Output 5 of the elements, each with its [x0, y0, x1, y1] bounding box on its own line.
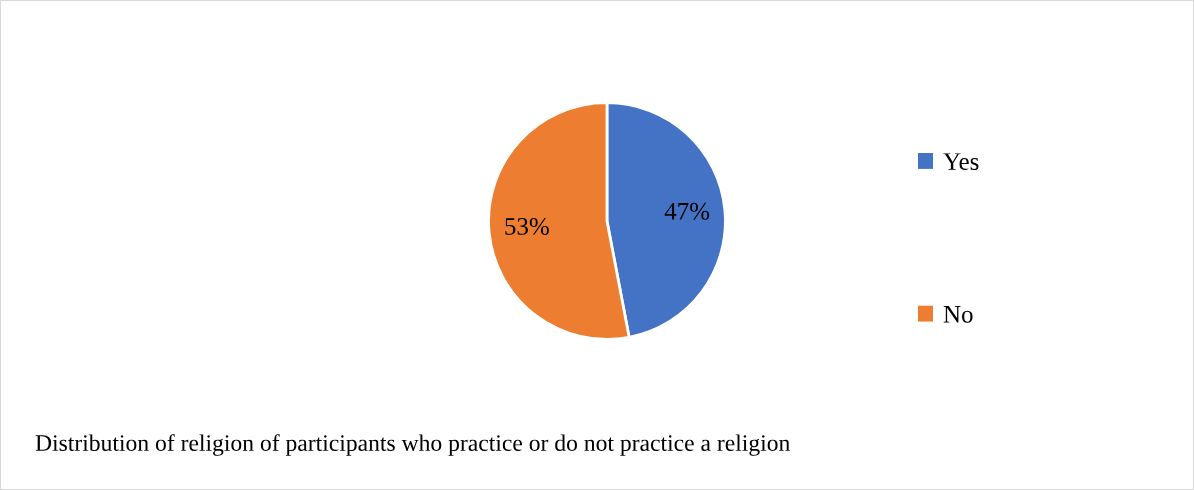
data-label: 47% — [664, 202, 710, 220]
legend-label: No — [943, 306, 973, 323]
data-label: 53% — [505, 217, 549, 235]
legend-label: Yes — [943, 153, 979, 171]
text: Distribution of religion of participants who practice or do not practice a religion — [35, 434, 790, 456]
